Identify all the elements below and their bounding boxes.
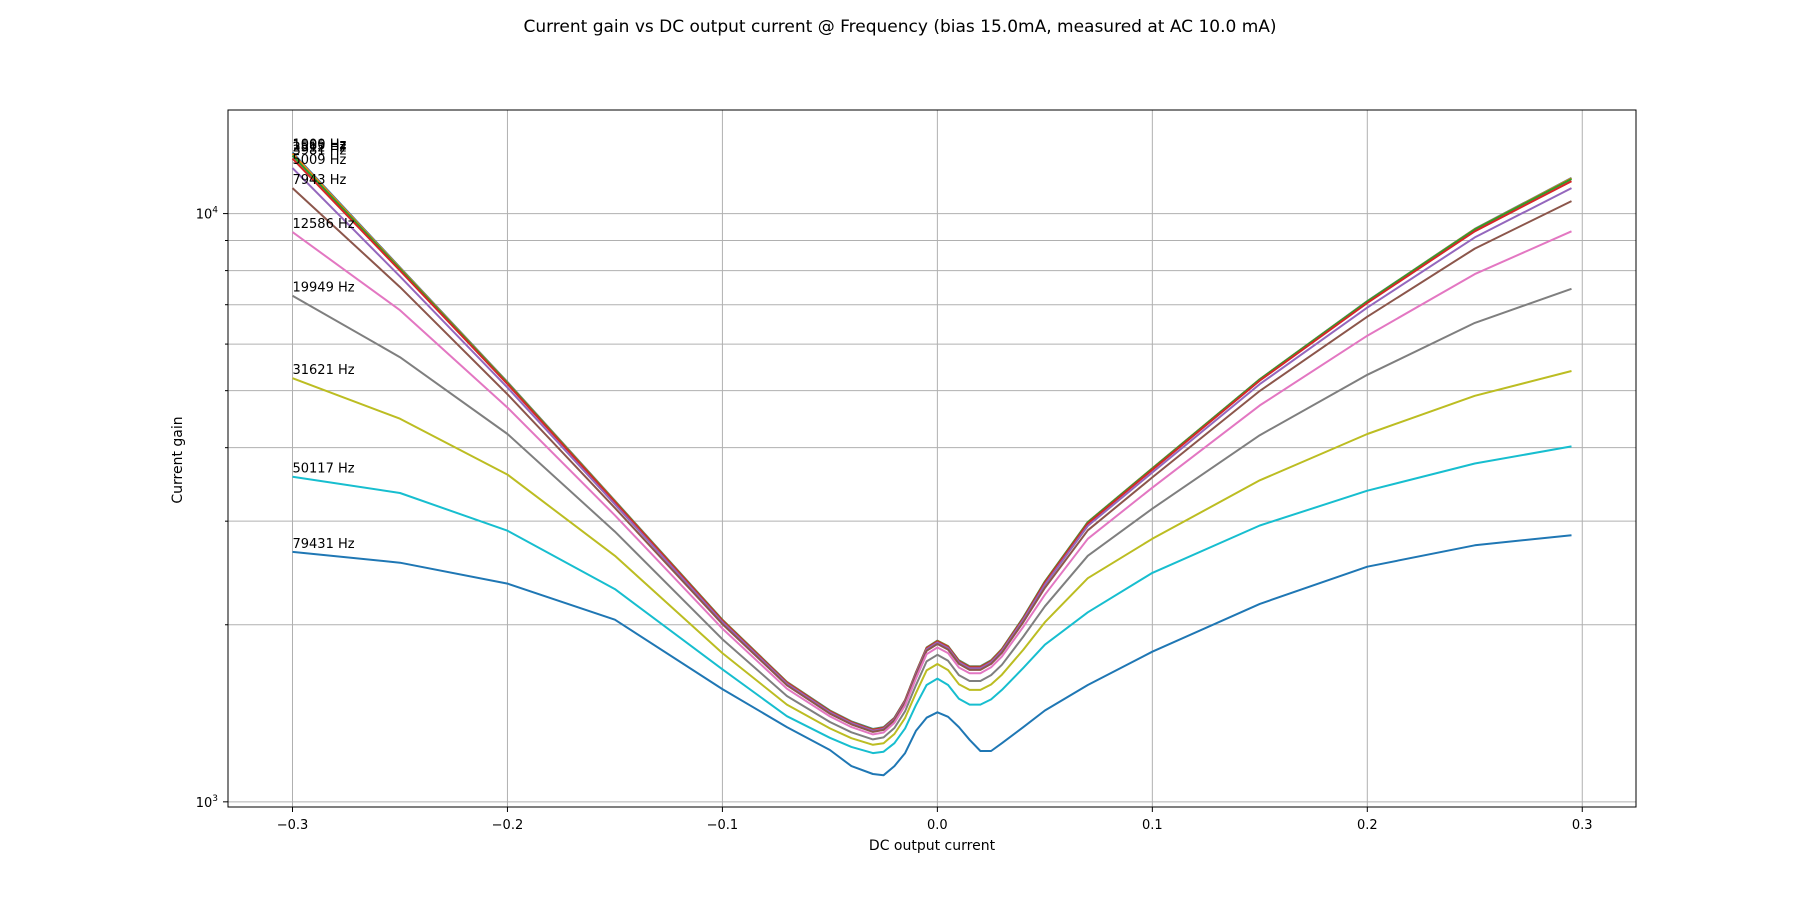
series-line xyxy=(291,167,1572,732)
y-axis-label: Current gain xyxy=(170,416,186,503)
series-line xyxy=(291,151,1572,730)
series-line xyxy=(292,445,1572,755)
y-tick-base: 10 xyxy=(196,796,213,811)
series-label: 79431 Hz xyxy=(292,537,354,552)
series-line xyxy=(292,534,1572,777)
y-tick-exponent: 3 xyxy=(212,794,218,804)
series-label: 1585 Hz xyxy=(292,139,346,154)
series-label: 3981 Hz xyxy=(292,144,346,159)
x-tick-label: −0.2 xyxy=(492,818,524,833)
series-label: 2512 Hz xyxy=(292,141,346,156)
x-tick-label: −0.3 xyxy=(277,818,309,833)
series-line xyxy=(292,287,1572,741)
x-tick-label: −0.1 xyxy=(707,818,739,833)
y-tick-exponent: 4 xyxy=(212,206,218,216)
series-line xyxy=(291,154,1572,731)
x-tick-label: 0.1 xyxy=(1142,818,1163,833)
x-tick-label: 0.0 xyxy=(927,818,948,833)
y-tick-base: 10 xyxy=(196,208,213,223)
series-label: 12586 Hz xyxy=(292,217,354,232)
x-tick-label: 0.2 xyxy=(1357,818,1378,833)
grid xyxy=(228,110,1636,807)
series-label: 5009 Hz xyxy=(292,153,346,168)
series-label: 31621 Hz xyxy=(292,363,354,378)
x-tick-label: 0.3 xyxy=(1572,818,1593,833)
series-line xyxy=(291,187,1572,733)
x-axis-label: DC output current xyxy=(869,838,996,854)
series-line xyxy=(291,157,1572,731)
plot-frame xyxy=(227,109,1637,808)
series-label: 7943 Hz xyxy=(292,173,346,188)
series-line xyxy=(292,370,1572,746)
chart-title: Current gain vs DC output current @ Freq… xyxy=(523,17,1276,37)
series-label: 50117 Hz xyxy=(292,462,354,477)
series-line xyxy=(291,230,1572,736)
y-tick-label: 104 xyxy=(196,206,219,223)
y-tick-label: 103 xyxy=(196,794,218,811)
series-label: 19949 Hz xyxy=(292,281,354,296)
series-label: 1000 Hz xyxy=(292,138,346,153)
